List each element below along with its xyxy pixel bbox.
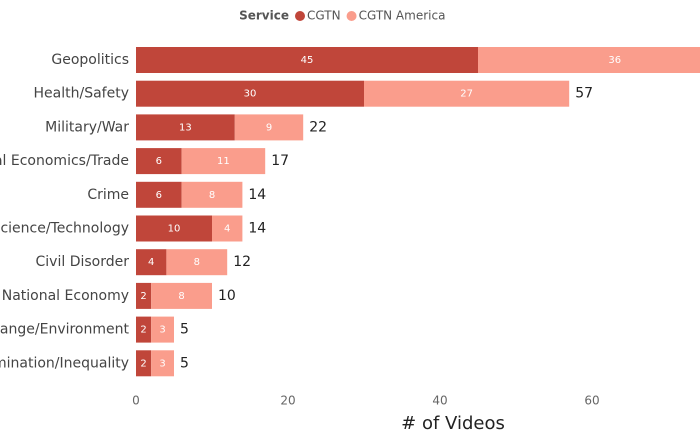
value-label: 6 bbox=[156, 156, 162, 167]
value-label: 2 bbox=[140, 358, 146, 369]
value-label: 11 bbox=[217, 156, 230, 167]
total-label: 5 bbox=[180, 355, 189, 371]
value-label: 36 bbox=[608, 55, 621, 66]
bar-segment bbox=[136, 215, 212, 242]
bar-segment bbox=[151, 282, 212, 309]
bar-segment bbox=[478, 47, 700, 73]
bar-segment bbox=[136, 350, 152, 377]
bar-segment bbox=[151, 316, 174, 343]
bar-segment bbox=[212, 215, 243, 242]
total-label: 57 bbox=[575, 86, 593, 102]
x-tick-label: 60 bbox=[584, 394, 599, 408]
y-tick-label: International Economics/Trade bbox=[0, 153, 129, 169]
value-label: 3 bbox=[159, 358, 165, 369]
value-label: 45 bbox=[301, 55, 314, 66]
value-label: 10 bbox=[168, 224, 181, 235]
total-label: 17 bbox=[271, 153, 289, 169]
bar-segment bbox=[166, 249, 228, 276]
y-tick-label: Health/Safety bbox=[34, 86, 129, 102]
bar-segment bbox=[136, 249, 167, 276]
value-label: 9 bbox=[266, 122, 272, 133]
value-label: 8 bbox=[178, 291, 184, 302]
bar-segment bbox=[151, 350, 174, 377]
value-label: 4 bbox=[224, 224, 230, 235]
y-tick-label: Geopolitics bbox=[51, 52, 129, 68]
total-label: 5 bbox=[180, 322, 189, 338]
legend-marker bbox=[295, 11, 305, 21]
total-label: 10 bbox=[218, 288, 236, 304]
value-label: 3 bbox=[159, 325, 165, 336]
bar-segment bbox=[181, 181, 243, 208]
y-tick-label: National Economy bbox=[2, 288, 129, 304]
y-tick-label: Climate Change/Environment bbox=[0, 322, 129, 338]
total-label: 14 bbox=[248, 187, 266, 203]
y-tick-label: Science/Technology bbox=[0, 221, 129, 237]
value-label: 2 bbox=[140, 291, 146, 302]
value-label: 8 bbox=[194, 257, 200, 268]
y-tick-label: Crime bbox=[87, 187, 129, 203]
total-label: 12 bbox=[233, 254, 251, 270]
x-axis-title: # of Videos bbox=[401, 413, 505, 434]
y-tick-label: Civil Disorder bbox=[36, 254, 130, 270]
legend-marker bbox=[346, 11, 357, 21]
x-tick-label: 20 bbox=[280, 394, 295, 408]
value-label: 8 bbox=[209, 190, 215, 201]
total-label: 14 bbox=[248, 221, 266, 237]
bar-segment bbox=[364, 80, 570, 107]
bar-segment bbox=[136, 80, 364, 107]
x-tick-label: 0 bbox=[132, 394, 140, 408]
value-label: 6 bbox=[156, 190, 162, 201]
value-label: 13 bbox=[179, 122, 192, 133]
legend-label: CGTN bbox=[307, 9, 341, 23]
bar-segment bbox=[136, 282, 152, 309]
value-label: 2 bbox=[140, 325, 146, 336]
x-tick-label: 40 bbox=[432, 394, 447, 408]
y-tick-label: Discrimination/Inequality bbox=[0, 355, 129, 371]
bar-segment bbox=[136, 148, 182, 175]
bar-segment bbox=[136, 316, 152, 343]
bar-segment bbox=[136, 181, 182, 208]
legend-label: CGTN America bbox=[359, 9, 446, 23]
bar-segment bbox=[136, 47, 478, 73]
legend-title: Service bbox=[239, 9, 289, 23]
y-tick-label: Military/War bbox=[45, 119, 129, 135]
bar-segment bbox=[136, 114, 235, 141]
bar-segment bbox=[234, 114, 304, 141]
bar-segment bbox=[181, 148, 266, 175]
value-label: 27 bbox=[460, 89, 473, 100]
total-label: 22 bbox=[309, 119, 327, 135]
value-label: 4 bbox=[148, 257, 154, 268]
value-label: 30 bbox=[244, 89, 257, 100]
